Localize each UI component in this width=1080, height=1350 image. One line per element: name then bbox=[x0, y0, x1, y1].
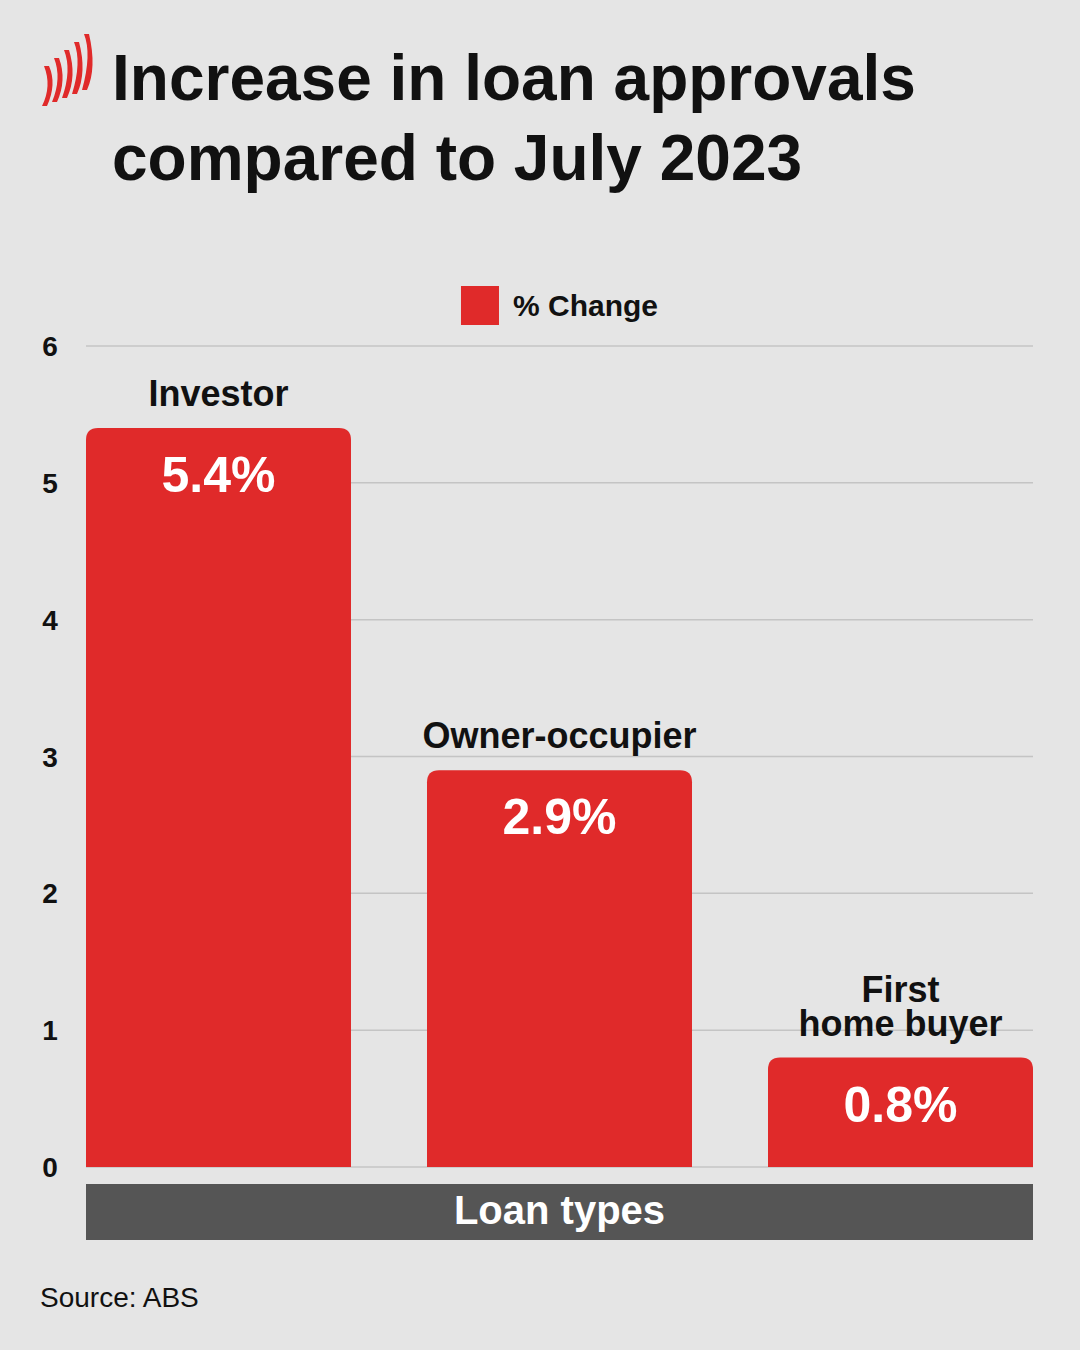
x-axis-label: Loan types bbox=[454, 1188, 665, 1232]
logo-stroke bbox=[52, 58, 63, 102]
logo-stroke bbox=[72, 42, 83, 94]
y-tick-label: 1 bbox=[42, 1015, 58, 1046]
logo bbox=[42, 34, 93, 106]
source: Source: ABS bbox=[40, 1282, 199, 1313]
category-label: Firsthome buyer bbox=[798, 969, 1002, 1044]
data-label: 0.8% bbox=[844, 1077, 958, 1133]
legend-item: % Change bbox=[461, 286, 658, 325]
category-label: Owner-occupier bbox=[422, 715, 696, 756]
title: Increase in loan approvals compared to Ju… bbox=[112, 42, 916, 194]
y-tick-label: 6 bbox=[42, 331, 58, 362]
legend: % Change bbox=[461, 286, 658, 325]
bar bbox=[427, 770, 692, 1167]
title-line: Increase in loan approvals bbox=[112, 42, 916, 114]
background bbox=[0, 0, 1080, 1350]
category-line: Owner-occupier bbox=[422, 715, 696, 756]
category-label: Investor bbox=[148, 373, 288, 414]
bars bbox=[86, 428, 1033, 1167]
legend-label: % Change bbox=[513, 289, 658, 322]
bar bbox=[768, 1058, 1033, 1167]
category-line: home buyer bbox=[798, 1003, 1002, 1044]
logo-stroke bbox=[42, 66, 53, 106]
y-tick-label: 5 bbox=[42, 468, 58, 499]
y-tick-label: 3 bbox=[42, 742, 58, 773]
labels: 5.4% Investor 2.9% Owner-occupier 0.8% Firsth… bbox=[148, 373, 1002, 1132]
y-tick-label: 4 bbox=[42, 605, 58, 636]
category-line: Investor bbox=[148, 373, 288, 414]
y-tick-label: 0 bbox=[42, 1152, 58, 1183]
bar bbox=[86, 428, 351, 1167]
title-line: compared to July 2023 bbox=[112, 122, 802, 194]
legend-swatch bbox=[461, 286, 499, 325]
logo-stroke bbox=[82, 34, 93, 90]
y-tick-label: 2 bbox=[42, 878, 58, 909]
data-label: 2.9% bbox=[503, 789, 617, 845]
data-label: 5.4% bbox=[162, 447, 276, 503]
x-axis-band bbox=[86, 1184, 1033, 1240]
logo-stroke bbox=[62, 50, 73, 98]
grid bbox=[86, 346, 1033, 1167]
grid-line bbox=[86, 345, 1033, 347]
chart: Increase in loan approvals compared to Ju… bbox=[0, 0, 1080, 1350]
